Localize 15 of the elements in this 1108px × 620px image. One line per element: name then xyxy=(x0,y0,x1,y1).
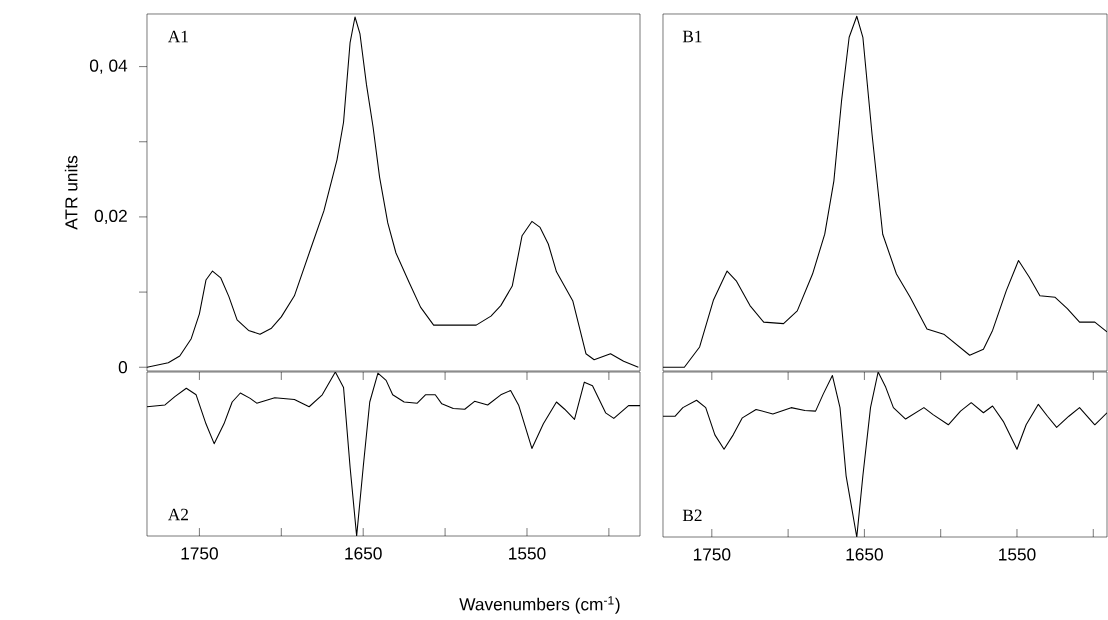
y-tick-label: 0, 04 xyxy=(89,59,128,74)
x-tick-label: 1650 xyxy=(846,548,883,561)
x-tick-label: 1750 xyxy=(181,547,218,560)
x-tick-label: 1750 xyxy=(693,548,731,561)
text: A1 xyxy=(167,30,188,43)
x-tick-label: 1550 xyxy=(999,548,1036,561)
x-tick-label: 1650 xyxy=(345,547,382,560)
text: B1 xyxy=(682,30,702,43)
y-tick-label: 0,02 xyxy=(94,209,127,225)
y-axis-title: ATR units xyxy=(64,155,78,230)
text: A2 xyxy=(167,508,188,521)
y-tick-label: 0 xyxy=(118,361,128,374)
x-tick-label: 1550 xyxy=(509,547,546,560)
text: B2 xyxy=(682,509,702,522)
x-axis-title: Wavenumbers (cm$^{-1}$) xyxy=(459,596,620,614)
